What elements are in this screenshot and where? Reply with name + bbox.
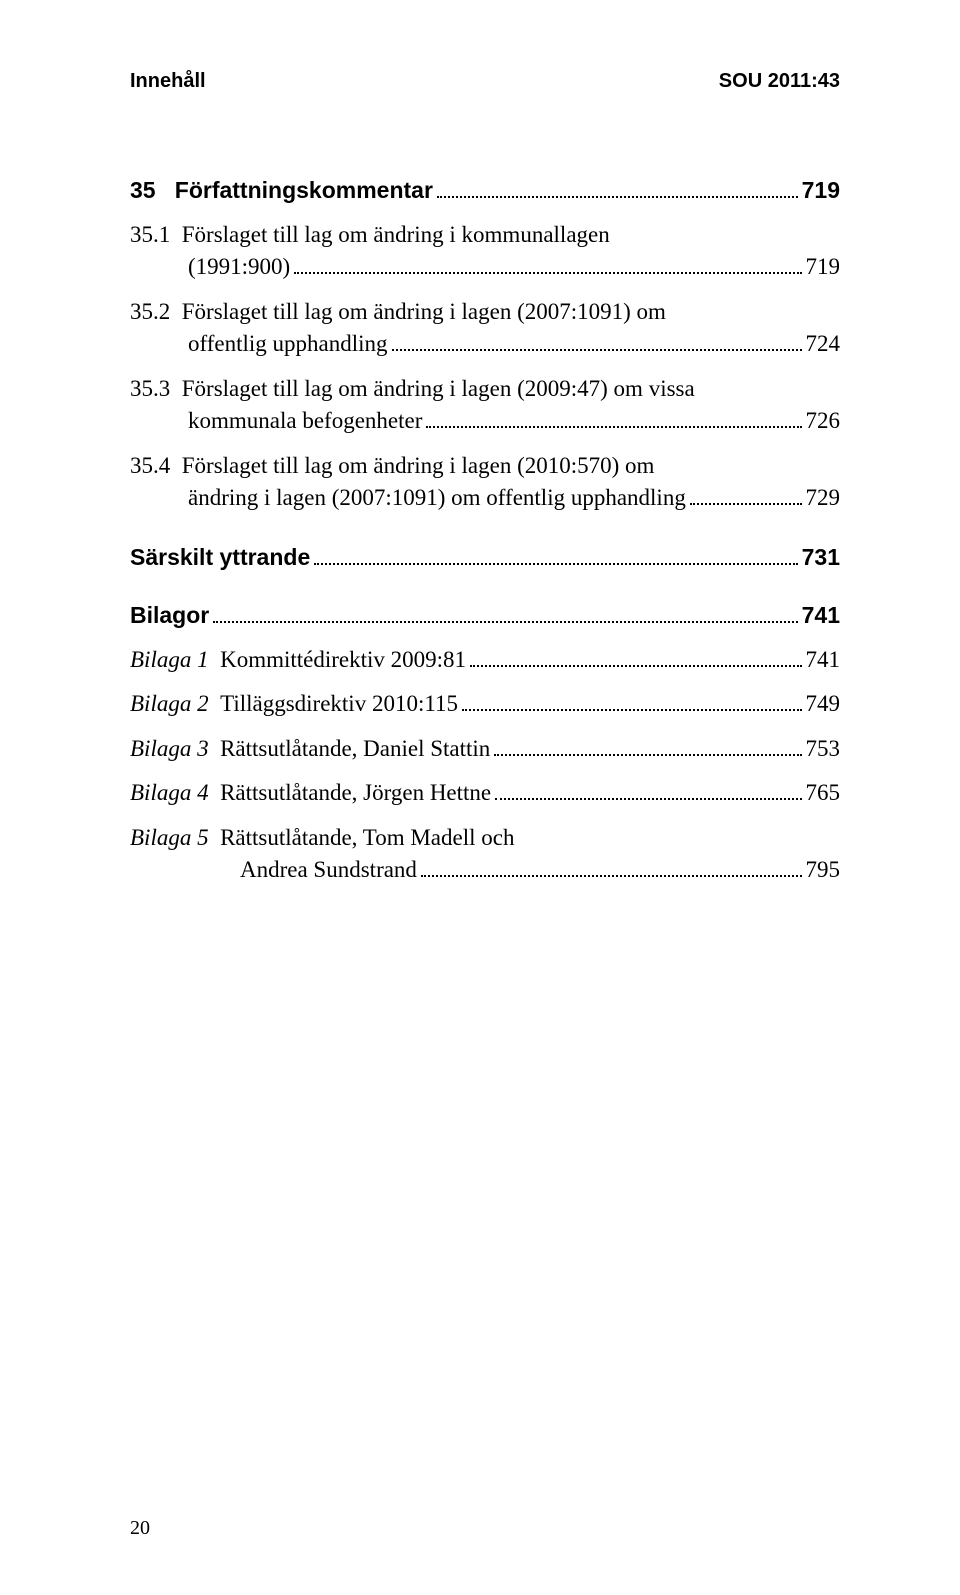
toc-leader xyxy=(462,709,802,711)
toc-heading-yttrande: Särskilt yttrande 731 xyxy=(130,540,840,575)
toc-leader xyxy=(495,798,801,800)
toc-text: kommunala befogenheter xyxy=(130,404,422,439)
toc-entry-bilaga-3: Bilaga 3 Rättsutlåtande, Daniel Stattin … xyxy=(130,732,840,767)
page: Innehåll SOU 2011:43 35 Författningskomm… xyxy=(0,0,960,1595)
toc-entry-35-1-line2: (1991:900) 719 xyxy=(130,250,840,285)
toc-entry-35-3-line1: 35.3 Förslaget till lag om ändring i lag… xyxy=(130,372,840,407)
toc-title: Kommittédirektiv 2009:81 xyxy=(220,647,466,672)
toc-text: (1991:900) xyxy=(130,250,290,285)
toc-heading-bilagor: Bilagor 741 xyxy=(130,598,840,633)
toc-bilaga-label: Bilaga 1 xyxy=(130,647,209,672)
toc-leader xyxy=(294,272,801,274)
toc-leader xyxy=(426,426,801,428)
toc-title: Bilagor xyxy=(130,598,209,633)
toc-label: Bilaga 2 Tilläggsdirektiv 2010:115 xyxy=(130,687,458,722)
toc-entry-35-2-line1: 35.2 Förslaget till lag om ändring i lag… xyxy=(130,295,840,330)
toc-entry-bilaga-2: Bilaga 2 Tilläggsdirektiv 2010:115 749 xyxy=(130,687,840,722)
toc-label: Bilaga 3 Rättsutlåtande, Daniel Stattin xyxy=(130,732,490,767)
toc-title: Författningskommentar xyxy=(175,177,433,203)
toc-title: Rättsutlåtande, Daniel Stattin xyxy=(220,736,490,761)
toc-num: 35.4 xyxy=(130,453,170,478)
toc-title: Rättsutlåtande, Jörgen Hettne xyxy=(220,780,491,805)
toc-title: Tilläggsdirektiv 2010:115 xyxy=(220,691,458,716)
toc-bilaga-label: Bilaga 3 xyxy=(130,736,209,761)
toc-num: 35 xyxy=(130,177,156,203)
toc-leader xyxy=(494,754,801,756)
toc-page: 795 xyxy=(806,853,841,888)
toc-entry-bilaga-5-line2: Andrea Sundstrand 795 xyxy=(130,853,840,888)
toc-entry-35-4-line2: ändring i lagen (2007:1091) om offentlig… xyxy=(130,481,840,516)
toc-bilaga-label: Bilaga 5 xyxy=(130,825,209,850)
toc-page: 741 xyxy=(802,598,840,633)
toc-text: Förslaget till lag om ändring i kommunal… xyxy=(182,222,610,247)
toc-page: 749 xyxy=(806,687,841,722)
toc-entry-bilaga-4: Bilaga 4 Rättsutlåtande, Jörgen Hettne 7… xyxy=(130,776,840,811)
toc-text: offentlig upphandling xyxy=(130,327,388,362)
toc-bilaga-label: Bilaga 4 xyxy=(130,780,209,805)
toc-page: 741 xyxy=(806,643,841,678)
toc-page: 731 xyxy=(802,540,840,575)
page-number: 20 xyxy=(130,1517,150,1540)
toc-text: Förslaget till lag om ändring i lagen (2… xyxy=(182,376,695,401)
toc-entry-35-1-line1: 35.1 Förslaget till lag om ändring i kom… xyxy=(130,218,840,253)
toc-num: 35.1 xyxy=(130,222,170,247)
toc-leader xyxy=(470,665,801,667)
toc-entry-bilaga-1: Bilaga 1 Kommittédirektiv 2009:81 741 xyxy=(130,643,840,678)
toc-page: 729 xyxy=(806,481,841,516)
toc-entry-35-3-line2: kommunala befogenheter 726 xyxy=(130,404,840,439)
toc-entry-bilaga-5-line1: Bilaga 5 Rättsutlåtande, Tom Madell och xyxy=(130,821,840,856)
toc-page: 724 xyxy=(806,327,841,362)
toc-label: Bilaga 4 Rättsutlåtande, Jörgen Hettne xyxy=(130,776,491,811)
toc-page: 726 xyxy=(806,404,841,439)
toc-leader xyxy=(690,503,802,505)
header-left: Innehåll xyxy=(130,70,206,93)
toc-entry-35-2-line2: offentlig upphandling 724 xyxy=(130,327,840,362)
toc-leader xyxy=(421,875,802,877)
toc-num: 35.3 xyxy=(130,376,170,401)
toc-num: 35.2 xyxy=(130,299,170,324)
toc-entry-35-4-line1: 35.4 Förslaget till lag om ändring i lag… xyxy=(130,449,840,484)
toc-page: 765 xyxy=(806,776,841,811)
toc-heading-35: 35 Författningskommentar 719 xyxy=(130,173,840,208)
toc-bilaga-label: Bilaga 2 xyxy=(130,691,209,716)
toc-text: Rättsutlåtande, Tom Madell och xyxy=(220,825,514,850)
toc-text: Förslaget till lag om ändring i lagen (2… xyxy=(182,453,655,478)
toc-text: ändring i lagen (2007:1091) om offentlig… xyxy=(130,481,686,516)
toc-text: Andrea Sundstrand xyxy=(130,853,417,888)
toc-text: Förslaget till lag om ändring i lagen (2… xyxy=(182,299,666,324)
toc-page: 753 xyxy=(806,732,841,767)
toc-title: Särskilt yttrande xyxy=(130,540,310,575)
toc-page: 719 xyxy=(806,250,841,285)
toc-page: 719 xyxy=(802,173,840,208)
toc-leader xyxy=(213,621,797,623)
toc-label: 35 Författningskommentar xyxy=(130,173,433,208)
toc-leader xyxy=(314,563,797,565)
header-right: SOU 2011:43 xyxy=(719,70,840,93)
running-header: Innehåll SOU 2011:43 xyxy=(130,70,840,93)
toc-leader xyxy=(437,196,798,198)
toc-leader xyxy=(392,349,802,351)
toc-label: Bilaga 1 Kommittédirektiv 2009:81 xyxy=(130,643,466,678)
